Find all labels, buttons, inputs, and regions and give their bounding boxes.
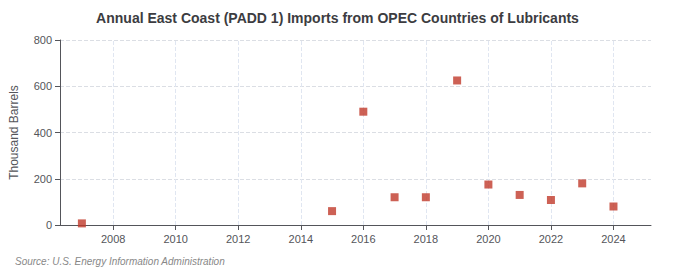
svg-text:400: 400 xyxy=(34,127,52,139)
svg-text:2024: 2024 xyxy=(601,233,625,245)
svg-text:2014: 2014 xyxy=(289,233,313,245)
svg-text:2008: 2008 xyxy=(101,233,125,245)
svg-text:0: 0 xyxy=(46,219,52,231)
svg-text:2018: 2018 xyxy=(414,233,438,245)
svg-text:600: 600 xyxy=(34,80,52,92)
svg-text:2010: 2010 xyxy=(163,233,187,245)
svg-text:Annual East Coast (PADD 1) Imp: Annual East Coast (PADD 1) Imports from … xyxy=(96,10,579,26)
svg-text:800: 800 xyxy=(34,34,52,46)
svg-text:2016: 2016 xyxy=(351,233,375,245)
svg-text:Source: U.S. Energy Informatio: Source: U.S. Energy Information Administ… xyxy=(15,256,225,267)
svg-text:200: 200 xyxy=(34,173,52,185)
svg-text:2022: 2022 xyxy=(539,233,563,245)
svg-text:2020: 2020 xyxy=(476,233,500,245)
svg-text:2012: 2012 xyxy=(226,233,250,245)
svg-text:Thousand Barrels: Thousand Barrels xyxy=(7,85,21,180)
